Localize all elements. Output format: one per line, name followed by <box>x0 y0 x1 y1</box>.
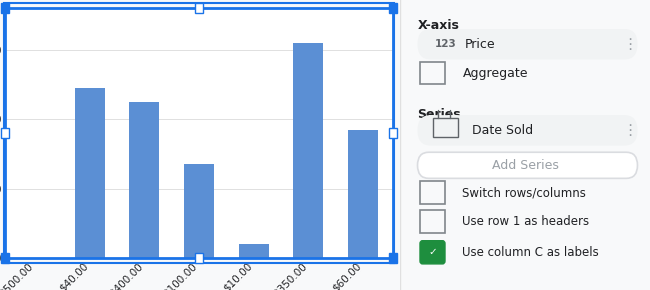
Bar <box>420 181 445 204</box>
Bar <box>195 253 203 263</box>
Bar <box>129 102 159 258</box>
Text: Use column C as labels: Use column C as labels <box>463 246 599 259</box>
FancyBboxPatch shape <box>417 29 638 59</box>
Text: ⋮: ⋮ <box>623 37 638 52</box>
Bar <box>5 8 393 258</box>
Bar <box>4 3 394 263</box>
Bar <box>389 253 397 263</box>
Bar <box>389 3 397 13</box>
Bar <box>184 164 214 258</box>
Bar <box>1 3 9 13</box>
FancyBboxPatch shape <box>417 115 638 146</box>
Bar <box>1 128 9 138</box>
Bar <box>420 210 445 233</box>
Bar <box>389 128 397 138</box>
Bar <box>293 43 323 258</box>
Bar <box>75 88 105 258</box>
Bar <box>195 3 203 13</box>
Text: ⋮: ⋮ <box>623 123 638 138</box>
Text: Price: Price <box>465 38 495 50</box>
Text: 123: 123 <box>435 39 457 49</box>
Text: Switch rows/columns: Switch rows/columns <box>463 186 586 199</box>
Text: Series: Series <box>417 108 461 121</box>
Bar <box>348 130 378 258</box>
FancyBboxPatch shape <box>417 152 638 178</box>
Bar <box>239 244 268 258</box>
Text: Use row 1 as headers: Use row 1 as headers <box>463 215 590 228</box>
Bar <box>432 118 458 137</box>
Text: Aggregate: Aggregate <box>463 67 528 80</box>
FancyBboxPatch shape <box>420 241 445 264</box>
Text: Add Series: Add Series <box>491 159 558 172</box>
Bar <box>1 253 9 263</box>
Bar <box>420 62 445 84</box>
Text: ✓: ✓ <box>428 247 437 257</box>
Text: X-axis: X-axis <box>417 19 460 32</box>
Text: Date Sold: Date Sold <box>473 124 534 137</box>
